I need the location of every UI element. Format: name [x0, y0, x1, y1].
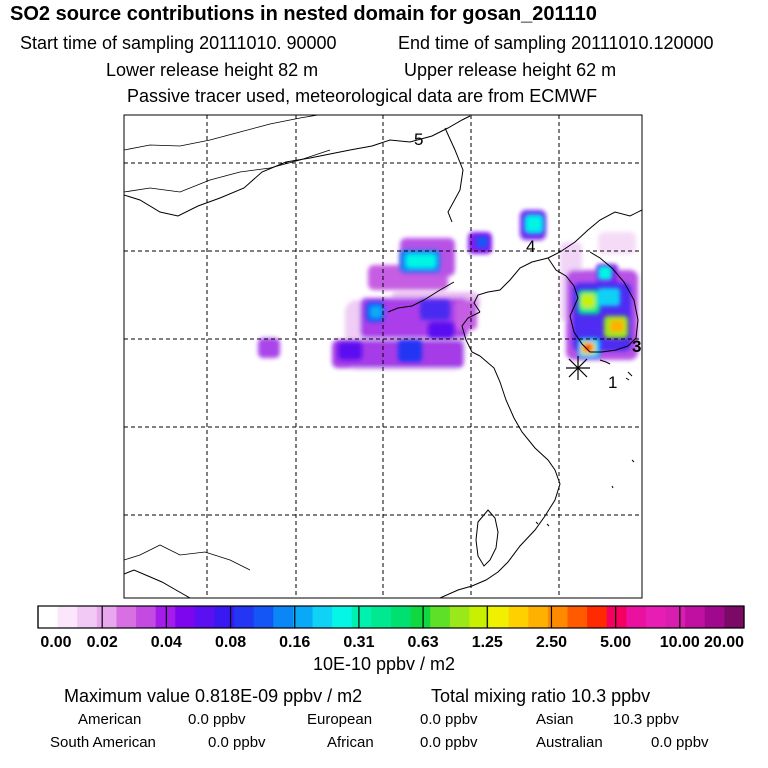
- colorbar-cell: [253, 606, 274, 628]
- colorbar-labels: 0.00 0.02 0.04 0.08 0.16 0.31 0.63 1.25 2.50 5.00…: [40, 634, 744, 651]
- colorbar-tick-label: 0.02: [87, 634, 118, 651]
- colorbar-cell: [77, 606, 98, 628]
- colorbar-cell: [371, 606, 392, 628]
- colorbar-cell: [430, 606, 451, 628]
- colorbar-cell: [116, 606, 137, 628]
- colorbar-unit: 10E-10 ppbv / m2: [312, 654, 456, 674]
- upper-release-height: Upper release height 62 m: [404, 60, 617, 80]
- lower-release-height: Lower release height 82 m: [106, 60, 319, 80]
- colorbar-cell: [136, 606, 157, 628]
- colorbar-cell: [410, 606, 431, 628]
- tracer-note: Passive tracer used, meteorological data…: [127, 86, 598, 106]
- colorbar-cell: [57, 606, 78, 628]
- colorbar-cell: [626, 606, 647, 628]
- marker-5: 5: [414, 130, 423, 149]
- marker-3: 3: [632, 337, 641, 356]
- map-title: SO2 source contributions in nested domai…: [10, 3, 597, 25]
- colorbar-cell: [214, 606, 235, 628]
- region-value-asian: 10.3 ppbv: [613, 711, 679, 728]
- region-name-african: African: [327, 734, 374, 751]
- marker-4: 4: [526, 237, 535, 256]
- marker-1: 1: [608, 373, 617, 392]
- colorbar-cell: [194, 606, 215, 628]
- colorbar-cell: [351, 606, 372, 628]
- colorbar-frame: [37, 605, 745, 629]
- colorbar-cell: [38, 606, 59, 628]
- colorbar-cell: [508, 606, 529, 628]
- colorbar-cell: [312, 606, 333, 628]
- colorbar-cell: [685, 606, 706, 628]
- region-value-african: 0.0 ppbv: [420, 734, 478, 751]
- colorbar-tick-label: 0.08: [215, 634, 246, 651]
- colorbar-cell: [665, 606, 686, 628]
- colorbar-cell: [155, 606, 176, 628]
- region-name-south-american: South American: [50, 734, 156, 751]
- colorbar-tick-label: 2.50: [536, 634, 567, 651]
- colorbar-cell: [567, 606, 588, 628]
- colorbar-cell: [469, 606, 490, 628]
- colorbar-tick-label: 0.00: [40, 634, 71, 651]
- colorbar-tick-label: 10.00: [660, 634, 700, 651]
- region-name-european: European: [307, 711, 373, 728]
- region-value-australian: 0.0 ppbv: [651, 734, 709, 751]
- colorbar-cell: [547, 606, 568, 628]
- colorbar-cell: [645, 606, 667, 628]
- map-figure: 1 3 4 5 0.00 0.02 0.04 0.08 0.16 0.31 0.63 1.25…: [37, 114, 745, 651]
- colorbar-cell: [273, 606, 294, 628]
- colorbar-cell: [528, 606, 549, 628]
- colorbar-cell: [332, 606, 353, 628]
- region-value-south-american: 0.0 ppbv: [208, 734, 266, 751]
- colorbar-tick-label: 20.00: [704, 634, 744, 651]
- colorbar-tick-label: 0.63: [408, 634, 439, 651]
- colorbar-cell: [234, 606, 255, 628]
- coastline: [124, 115, 642, 598]
- region-name-asian: Asian: [536, 711, 574, 728]
- region-name-american: American: [78, 711, 142, 728]
- map-frame: [123, 114, 643, 599]
- region-name-australian: Australian: [536, 734, 603, 751]
- colorbar-cell: [489, 606, 510, 628]
- colorbar-cell: [175, 606, 196, 628]
- colorbar-tick-label: 5.00: [600, 634, 631, 651]
- colorbar-tick-label: 0.04: [151, 634, 182, 651]
- concentration-field: [258, 210, 638, 370]
- colorbar-cell: [724, 606, 745, 628]
- colorbar-cell: [606, 606, 627, 628]
- colorbar-tick-label: 0.31: [343, 634, 374, 651]
- colorbar-cell: [292, 606, 314, 628]
- colorbar-cell: [704, 606, 725, 628]
- receptor-star-icon: [566, 356, 590, 380]
- colorbar-tick-label: 0.16: [279, 634, 310, 651]
- colorbar-cell: [391, 606, 412, 628]
- max-value: Maximum value 0.818E-09 ppbv / m2: [64, 686, 363, 706]
- end-time: End time of sampling 20111010.120000: [398, 33, 714, 53]
- total-mixing-ratio: Total mixing ratio 10.3 ppbv: [431, 686, 651, 706]
- region-value-american: 0.0 ppbv: [188, 711, 246, 728]
- region-value-european: 0.0 ppbv: [420, 711, 478, 728]
- lat-lon-grid: [124, 115, 642, 598]
- start-time: Start time of sampling 20111010. 90000: [20, 33, 337, 53]
- colorbar-tick-label: 1.25: [472, 634, 503, 651]
- colorbar-cell: [587, 606, 608, 628]
- colorbar-cell: [96, 606, 117, 628]
- colorbar: [38, 606, 745, 628]
- colorbar-cell: [449, 606, 470, 628]
- country-borders: [124, 115, 331, 571]
